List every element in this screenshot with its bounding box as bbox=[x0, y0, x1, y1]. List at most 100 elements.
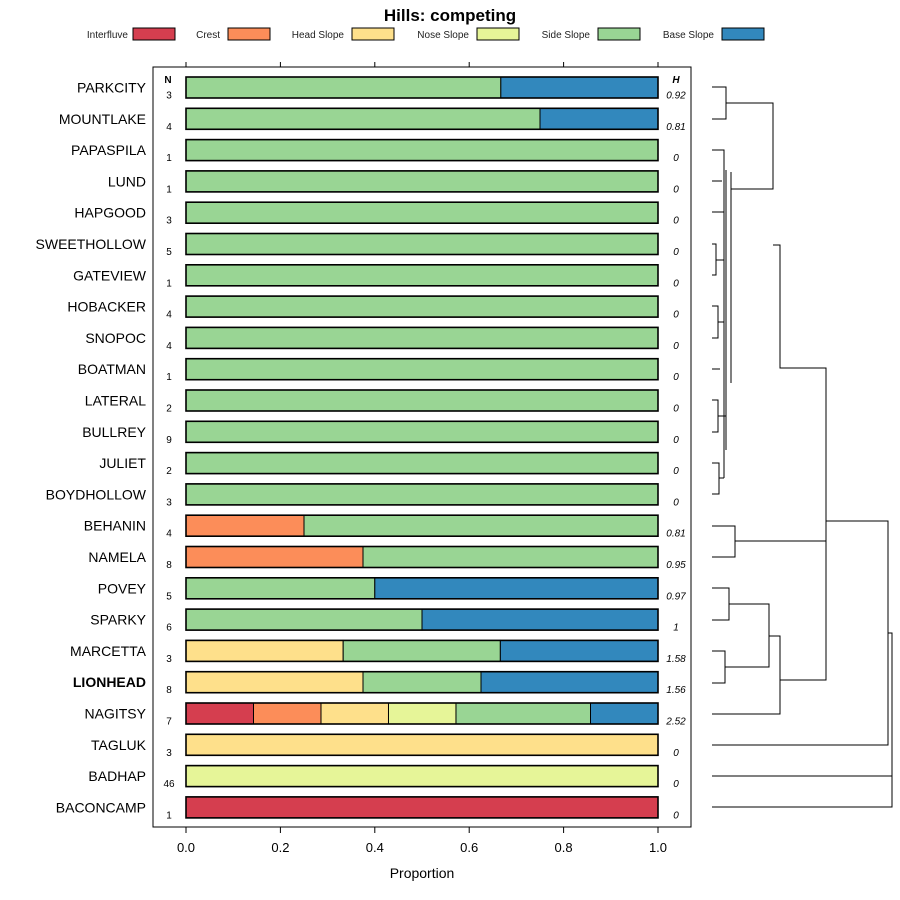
bar-segment-side-slope bbox=[185, 577, 376, 600]
bar-segment-crest bbox=[252, 702, 322, 725]
bar-segment-side-slope bbox=[362, 671, 482, 694]
bar-outline bbox=[185, 107, 659, 131]
bar-outline bbox=[185, 232, 659, 256]
bar-outline bbox=[185, 764, 659, 788]
bar-segment-side-slope bbox=[185, 608, 423, 631]
n-value: 5 bbox=[166, 247, 172, 258]
dendrogram-branch bbox=[712, 399, 719, 433]
bar-outline bbox=[185, 76, 659, 99]
n-value: 9 bbox=[166, 435, 172, 446]
dendrogram-branch bbox=[712, 305, 719, 339]
bar-segment-base-slope bbox=[499, 639, 659, 662]
bar-outline bbox=[185, 138, 659, 162]
n-value: 3 bbox=[166, 748, 172, 759]
n-value: 3 bbox=[166, 91, 172, 102]
legend-swatch bbox=[476, 27, 520, 41]
bar-segment-side-slope bbox=[185, 452, 659, 475]
n-value: 1 bbox=[166, 184, 172, 195]
bar-outline bbox=[185, 170, 659, 193]
dendrogram-branch bbox=[773, 244, 827, 681]
h-value: 1.56 bbox=[666, 685, 686, 696]
row-label: BEHANIN bbox=[84, 518, 146, 534]
bar-segment-side-slope bbox=[342, 639, 501, 662]
chart-title: Hills: competing bbox=[384, 6, 516, 25]
n-value: 1 bbox=[166, 153, 172, 164]
legend-swatch bbox=[351, 27, 395, 41]
h-header: H bbox=[672, 75, 680, 86]
dendrogram-branch bbox=[712, 86, 727, 120]
row-label: BULLREY bbox=[82, 424, 146, 440]
bar-outline bbox=[185, 357, 659, 381]
dendrogram-branch bbox=[712, 525, 736, 558]
n-value: 8 bbox=[166, 560, 172, 571]
h-value: 0.95 bbox=[666, 560, 686, 571]
x-axis: 0.0 0.2 0.4 0.6 0.8 1.0 bbox=[177, 827, 667, 855]
n-value: 7 bbox=[166, 717, 172, 728]
h-value: 0 bbox=[673, 247, 679, 258]
bar-segment-base-slope bbox=[500, 76, 659, 99]
h-value: 0 bbox=[673, 404, 679, 415]
bar-outline bbox=[185, 670, 659, 694]
h-value: 0.92 bbox=[666, 91, 686, 102]
bar-segment-head-slope bbox=[185, 671, 364, 694]
n-value: 4 bbox=[166, 529, 172, 540]
bar-segment-crest bbox=[185, 546, 364, 568]
dendrogram-branch bbox=[726, 102, 774, 190]
bar-segment-side-slope bbox=[185, 389, 659, 412]
n-value: 1 bbox=[166, 810, 172, 821]
bar-segment-base-slope bbox=[374, 577, 659, 600]
dendrogram-branch bbox=[725, 603, 770, 668]
n-header: N bbox=[164, 75, 171, 86]
n-value: 3 bbox=[166, 654, 172, 665]
row-label: HAPGOOD bbox=[74, 205, 146, 221]
x-tick-label: 1.0 bbox=[649, 840, 667, 855]
row-label: BADHAP bbox=[88, 768, 146, 784]
n-value: 3 bbox=[166, 497, 172, 508]
legend-label: Interfluve bbox=[87, 30, 129, 41]
h-value: 0 bbox=[673, 435, 679, 446]
row-label: LIONHEAD bbox=[73, 674, 146, 690]
n-value: 4 bbox=[166, 310, 172, 321]
legend-swatch bbox=[227, 27, 271, 41]
dendrogram bbox=[712, 86, 893, 808]
dendrogram-branch bbox=[712, 635, 781, 715]
h-value: 0 bbox=[673, 310, 679, 321]
h-value: 0.97 bbox=[666, 591, 686, 602]
h-value: 1.58 bbox=[666, 654, 686, 665]
x-tick-label: 0.2 bbox=[271, 840, 289, 855]
bar-segment-side-slope bbox=[185, 483, 659, 506]
h-value: 0 bbox=[673, 497, 679, 508]
bar-outline bbox=[185, 702, 659, 725]
row-label: PAPASPILA bbox=[71, 142, 147, 158]
dendrogram-branch bbox=[712, 520, 889, 746]
h-value: 0 bbox=[673, 184, 679, 195]
legend-label: Crest bbox=[196, 30, 220, 41]
n-value: 46 bbox=[163, 779, 175, 790]
n-value: 5 bbox=[166, 591, 172, 602]
top-axis-ticks bbox=[185, 62, 659, 67]
row-label: POVEY bbox=[98, 580, 147, 596]
legend-swatch bbox=[132, 27, 176, 41]
bar-outline bbox=[185, 545, 659, 569]
h-value: 0 bbox=[673, 372, 679, 383]
bar-segment-side-slope bbox=[185, 170, 659, 193]
row-label: LATERAL bbox=[85, 393, 146, 409]
dendrogram-branch bbox=[712, 650, 726, 684]
plot-frame bbox=[152, 66, 692, 828]
h-value: 0 bbox=[673, 779, 679, 790]
bar-outline bbox=[185, 326, 659, 350]
h-value: 0.81 bbox=[666, 529, 685, 540]
bar-outline bbox=[185, 608, 659, 631]
bar-outline bbox=[185, 295, 659, 318]
legend-label: Base Slope bbox=[663, 30, 715, 41]
row-label: SWEETHOLLOW bbox=[36, 236, 147, 252]
legend: Interfluve Crest Head Slope Nose Slope Side … bbox=[87, 27, 765, 41]
bar-segment-side-slope bbox=[185, 295, 659, 318]
bar-outline bbox=[185, 796, 659, 819]
n-value: 1 bbox=[166, 372, 172, 383]
bar-segment-side-slope bbox=[185, 201, 659, 224]
bar-segment-base-slope bbox=[590, 702, 659, 725]
row-label: MOUNTLAKE bbox=[59, 111, 146, 127]
bar-outline bbox=[185, 483, 659, 506]
